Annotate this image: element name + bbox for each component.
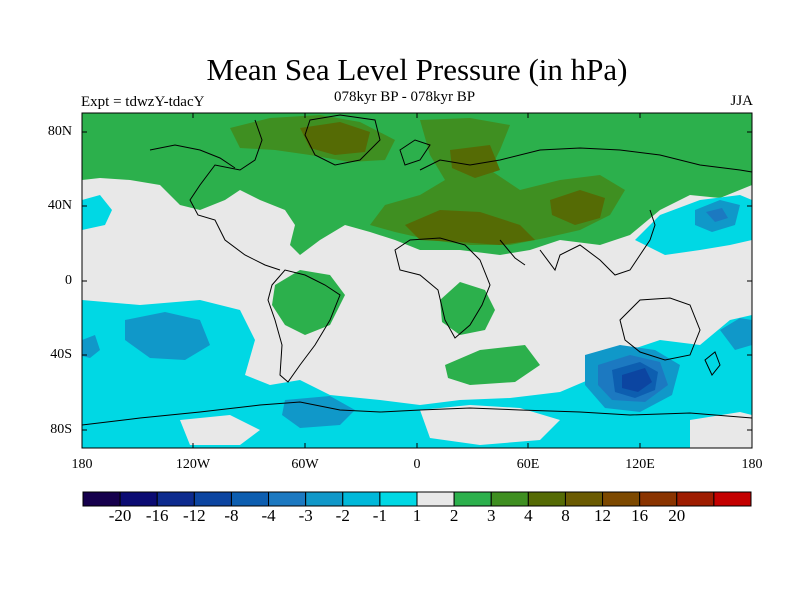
colorbar-label: -12 [182, 506, 206, 525]
colorbar-label: 2 [449, 506, 459, 525]
colorbar-label: 1 [412, 506, 422, 525]
lon-label-180w: 180 [71, 457, 93, 472]
colorbar-label: -20 [108, 506, 132, 525]
colorbar [82, 491, 752, 507]
contour-grey-antarctic [180, 415, 260, 445]
contour-blue-indian-4 [622, 368, 652, 392]
contour-olive-dark-1 [300, 122, 370, 155]
colorbar-swatch [713, 491, 752, 507]
colorbar-swatch [416, 491, 455, 507]
contour-green-africa [440, 282, 495, 335]
colorbar-swatch [82, 491, 121, 507]
lat-label-80s: 80S [50, 422, 72, 437]
colorbar-swatch [268, 491, 307, 507]
contour-blue-south-pacific-2 [82, 335, 100, 358]
lat-label-0: 0 [65, 273, 72, 288]
lon-label-60e: 60E [516, 457, 540, 472]
chart-title: Mean Sea Level Pressure (in hPa) [206, 52, 628, 87]
contour-grey-south [420, 405, 560, 445]
lon-label-180e: 180 [741, 457, 763, 472]
colorbar-swatch [564, 491, 604, 507]
colorbar-label: -1 [372, 506, 387, 525]
colorbar-swatch [676, 491, 715, 507]
lon-label-120e: 120E [625, 457, 655, 472]
colorbar-label: -2 [335, 506, 350, 525]
season-label: JJA [730, 93, 753, 109]
contour-grey-east [690, 412, 752, 448]
colorbar-swatch [602, 491, 641, 507]
colorbar-label: 16 [631, 506, 649, 525]
contour-blue-east [720, 318, 752, 350]
contour-cyan-west [82, 195, 112, 230]
colorbar-label: 8 [561, 506, 570, 525]
colorbar-label: 4 [524, 506, 533, 525]
axis-ticks [82, 113, 752, 448]
colorbar-swatch [453, 491, 492, 507]
lon-label-0: 0 [413, 457, 421, 472]
colorbar-label: -16 [145, 506, 169, 525]
colorbar-swatch [156, 491, 195, 507]
coastlines [82, 114, 752, 426]
colorbar-label: -3 [298, 506, 313, 525]
contour-cyan-south [82, 300, 752, 448]
contour-green-south-atlantic [445, 345, 540, 385]
colorbar-swatch [193, 491, 232, 507]
lat-label-80n: 80N [47, 124, 72, 139]
colorbar-swatch [527, 491, 566, 507]
contour-olive-dark-3 [550, 190, 605, 225]
colorbar-label: -4 [261, 506, 276, 525]
colorbar-label: 12 [594, 506, 612, 525]
contour-field [82, 113, 752, 448]
experiment-label: Expt = tdwzY-tdacY [81, 94, 205, 110]
colorbar-swatch [639, 491, 678, 507]
colorbar-swatch [305, 491, 344, 507]
contour-olive-dark-2 [405, 210, 535, 245]
lat-label-40s: 40S [50, 347, 72, 362]
colorbar-swatch [342, 491, 381, 507]
colorbar-label: 3 [486, 506, 496, 525]
period-label: 078kyr BP - 078kyr BP [334, 89, 476, 105]
contour-blue-nw-pacific-core [706, 208, 728, 222]
colorbar-swatch [230, 491, 270, 507]
colorbar-label: -8 [224, 506, 239, 525]
lon-label-60w: 60W [291, 457, 319, 472]
colorbar-swatch [379, 491, 418, 507]
lat-label-40n: 40N [47, 198, 72, 213]
contour-blue-south-pacific [125, 312, 210, 360]
colorbar-swatch [119, 491, 158, 507]
lon-label-120w: 120W [175, 457, 211, 472]
contour-olive-dark-4 [450, 145, 500, 178]
contour-blue-drake [282, 396, 355, 428]
colorbar-swatch [490, 491, 529, 507]
colorbar-label: 20 [668, 506, 686, 525]
